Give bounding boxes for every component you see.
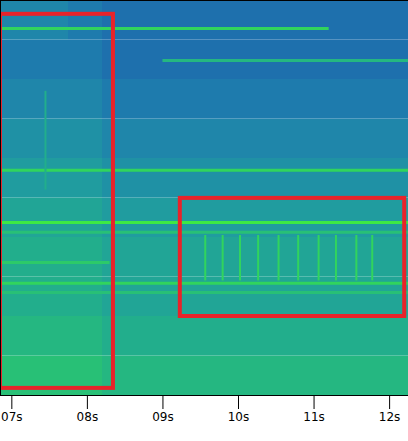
svg-text:12s: 12s	[379, 410, 401, 424]
svg-text:10s: 10s	[228, 410, 250, 424]
svg-text:07s: 07s	[1, 410, 23, 424]
svg-text:11s: 11s	[303, 410, 325, 424]
svg-text:08s: 08s	[77, 410, 99, 424]
svg-text:09s: 09s	[152, 410, 174, 424]
